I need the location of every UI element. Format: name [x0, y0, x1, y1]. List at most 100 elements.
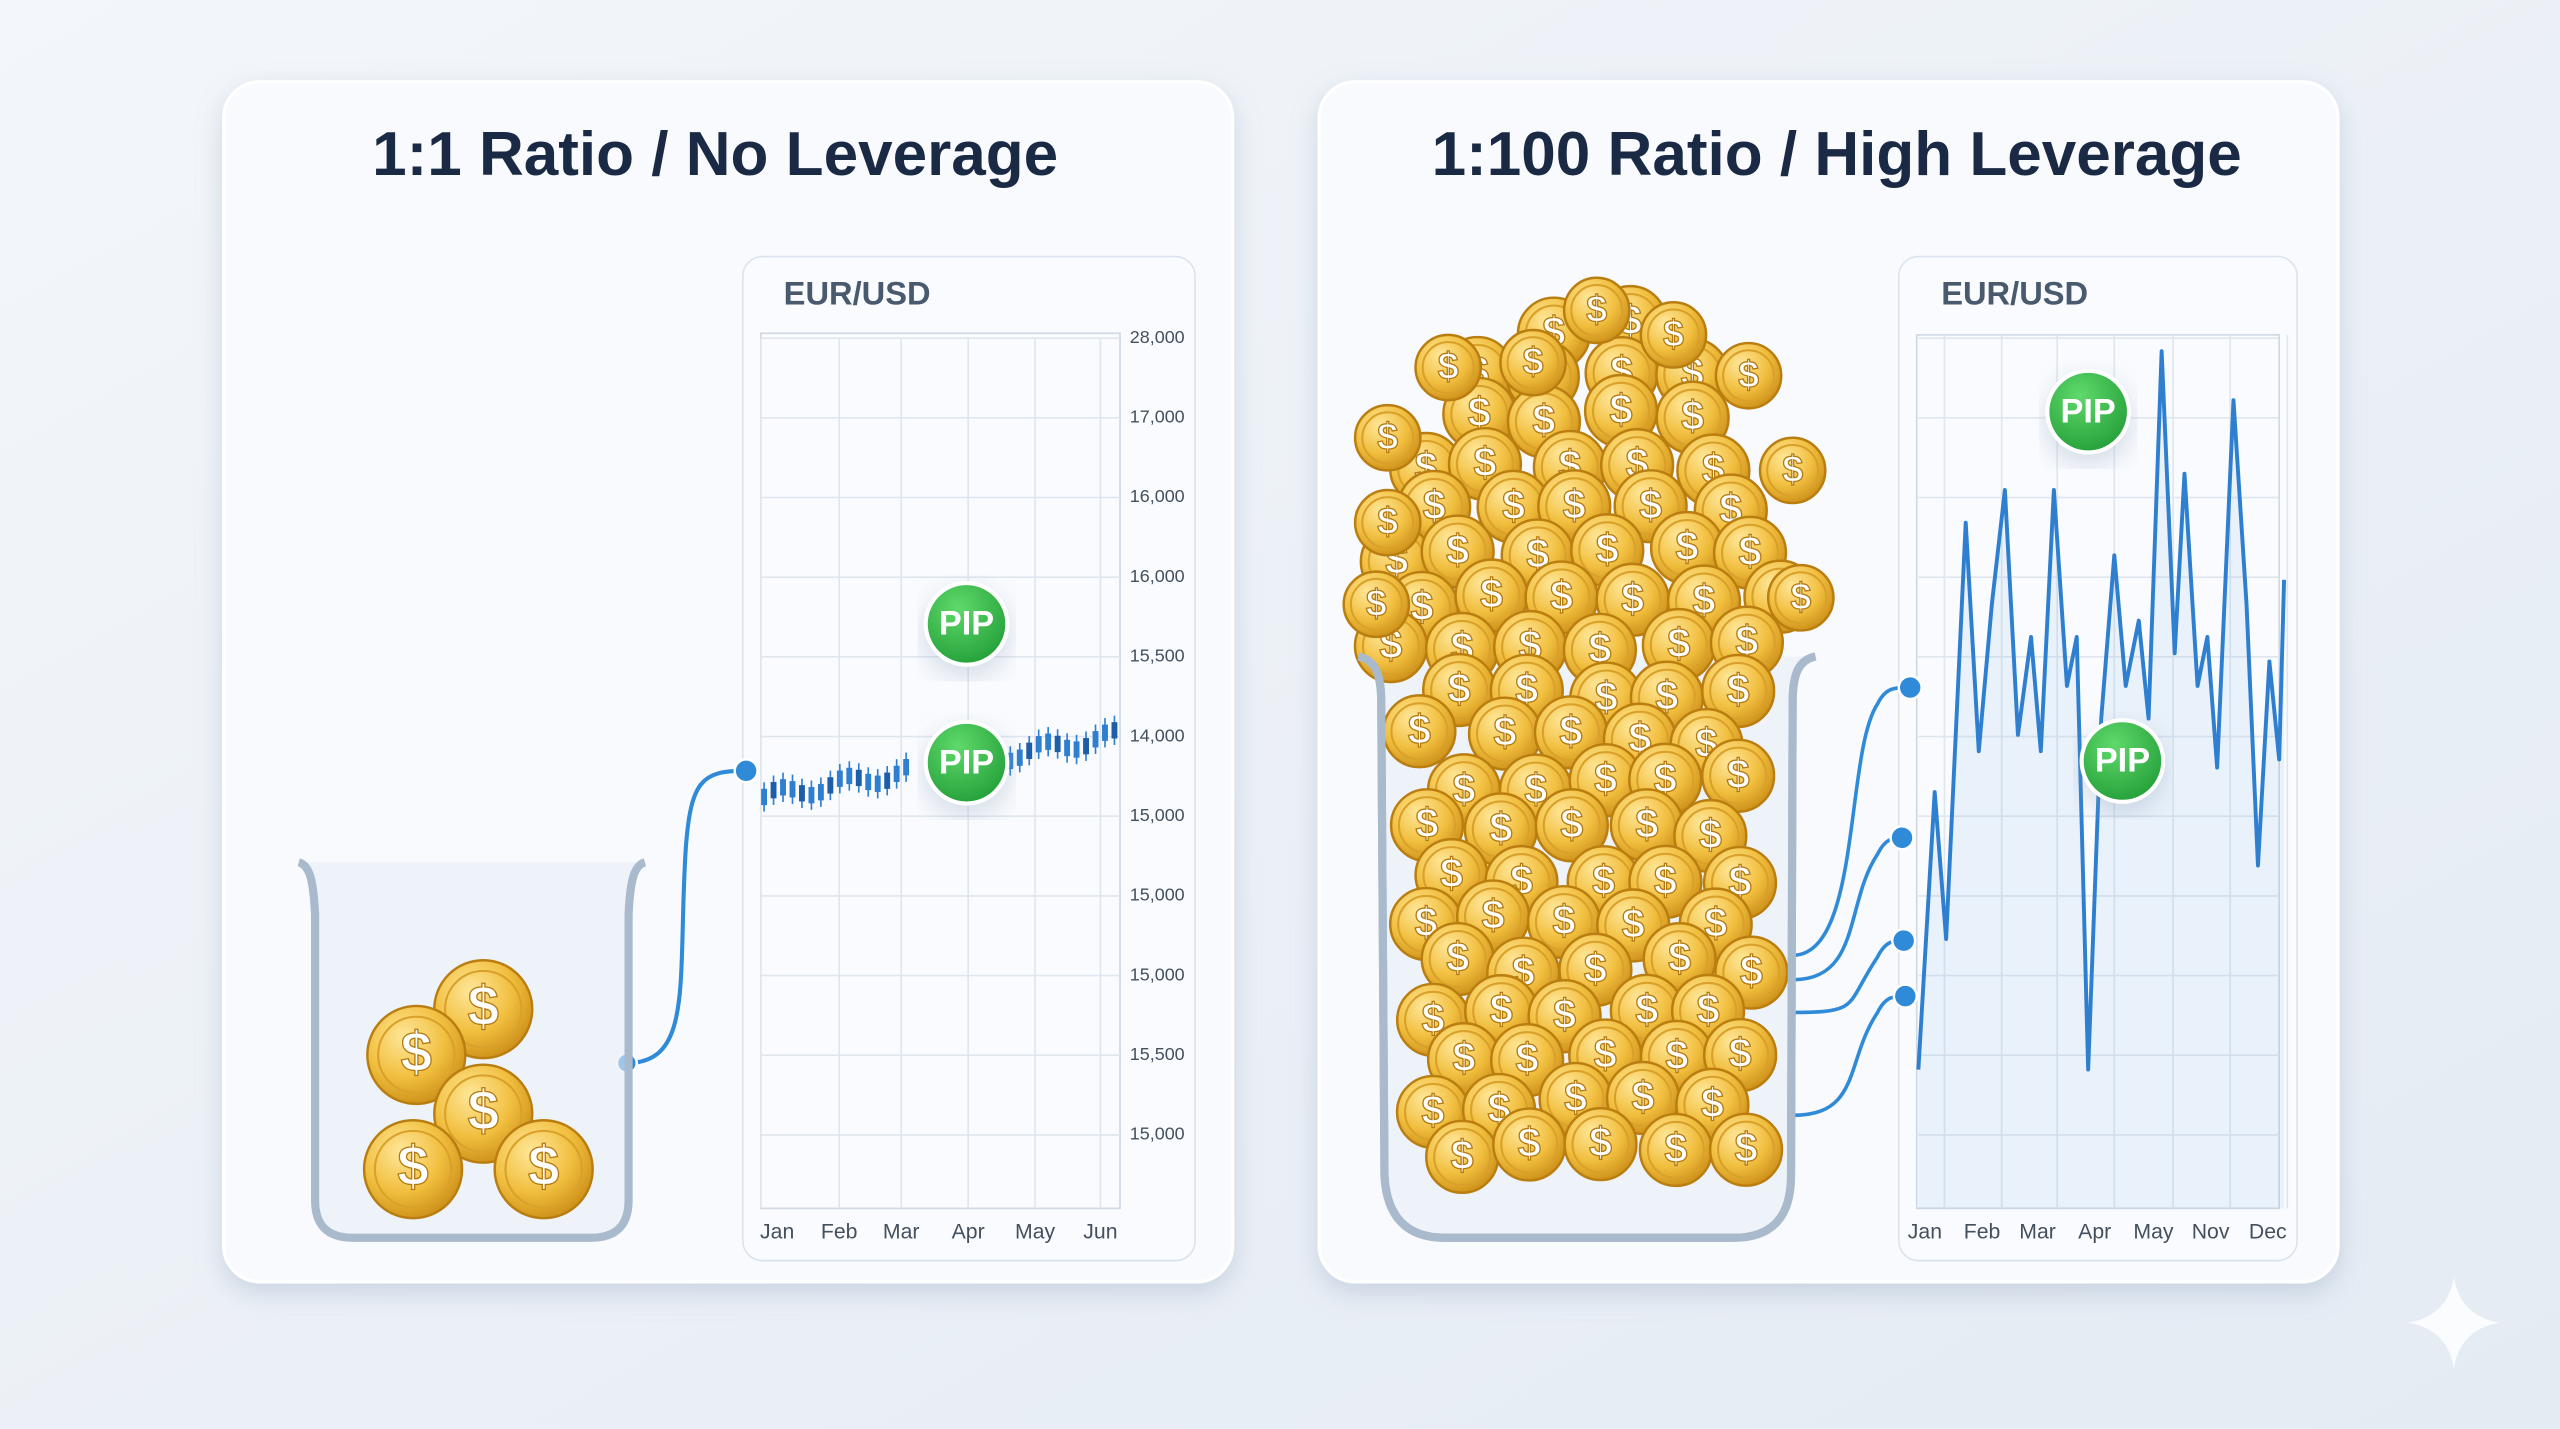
coin-symbol: $ [1668, 935, 1691, 981]
coin-symbol: $ [1560, 801, 1583, 847]
coin-symbol: $ [1438, 345, 1459, 387]
volatility-line [1916, 349, 2287, 1072]
pip-badge [923, 581, 1010, 667]
coin-symbol: $ [1727, 751, 1750, 797]
coin: $ [1562, 276, 1631, 345]
connector [1792, 994, 1906, 1118]
coin: $ [366, 1004, 467, 1106]
coin-symbol: $ [1727, 666, 1750, 712]
candle-body [817, 784, 824, 801]
coin: $ [1639, 301, 1708, 369]
coin-symbol: $ [1446, 527, 1469, 573]
coin: $ [1766, 563, 1835, 632]
x-tick-label: Jan [760, 1220, 794, 1243]
coin-symbol: $ [1740, 948, 1763, 994]
chart-label: EUR/USD [1941, 274, 2088, 311]
coin-face [1563, 1107, 1638, 1182]
candle-body [855, 769, 862, 787]
coin-rim [1464, 887, 1523, 946]
coin-face [1414, 333, 1483, 402]
coin-rim [1604, 896, 1663, 955]
coin-rim [1421, 341, 1475, 395]
coin-symbol: $ [1422, 1087, 1445, 1133]
coin-symbol: $ [1518, 1120, 1541, 1166]
coin-rim [1475, 704, 1535, 763]
y-tick-label: 15,000 [1130, 885, 1185, 905]
coin: $ [1382, 694, 1457, 769]
connector-dot [1889, 825, 1915, 851]
coin-face [493, 1118, 594, 1220]
candle-body [1007, 752, 1014, 770]
x-tick-label: Jun [1083, 1220, 1117, 1243]
coin-symbol: $ [1553, 898, 1576, 944]
candle-body [1045, 733, 1052, 750]
coin-rim [1646, 308, 1701, 362]
connector-dot [1892, 983, 1918, 1009]
coin: $ [1506, 384, 1582, 459]
coin-symbol: $ [397, 1135, 428, 1198]
coin-face [1708, 1112, 1784, 1187]
coin-face [1639, 301, 1708, 369]
coin-symbol: $ [1697, 986, 1720, 1032]
coin-symbol: $ [1516, 1036, 1539, 1082]
coin-rim [1570, 283, 1624, 337]
y-tick-label: 16,000 [1130, 566, 1185, 586]
coin-rim [1766, 443, 1820, 497]
coin-rim [1390, 702, 1449, 761]
coin-face [1353, 488, 1422, 557]
coin-rim [1428, 522, 1487, 581]
coin-rim [1722, 943, 1781, 1002]
coin: $ [1425, 1119, 1500, 1195]
coin-symbol: $ [1592, 858, 1615, 904]
coin-rim [1709, 661, 1768, 721]
coin-symbol: $ [1523, 340, 1544, 382]
candle-body [1102, 724, 1108, 741]
coin-symbol: $ [1589, 1120, 1612, 1166]
coin-rim [1349, 577, 1403, 631]
coin-rim [1571, 1115, 1630, 1174]
coin-symbol: $ [528, 1135, 559, 1198]
coin-symbol: $ [1676, 524, 1699, 570]
coin-symbol: $ [1701, 1080, 1724, 1126]
coin-rim [1722, 349, 1776, 403]
coin: $ [1420, 921, 1495, 997]
coin-symbol: $ [1451, 1132, 1474, 1178]
coin-rim [1532, 568, 1591, 627]
coin: $ [1605, 1060, 1681, 1136]
coin-symbol: $ [1735, 1125, 1758, 1171]
sparkle [2408, 1276, 2500, 1369]
pip-badge-label: PIP [2095, 742, 2150, 780]
panel-title: 1:100 Ratio / High Leverage [1432, 120, 2242, 189]
coin-symbol: $ [1665, 1032, 1688, 1078]
coin-symbol: $ [1635, 801, 1658, 847]
candle-body [903, 759, 910, 776]
coin-face [366, 1004, 467, 1106]
coin-symbol: $ [1473, 440, 1496, 486]
y-tick-label: 14,000 [1130, 725, 1185, 745]
y-tick-label: 15,500 [1130, 646, 1185, 666]
coin: $ [1414, 333, 1483, 402]
coin: $ [1714, 341, 1783, 410]
coin-face [1766, 563, 1835, 632]
coin-rim [1542, 796, 1601, 855]
coin-symbol: $ [1790, 575, 1811, 617]
coin-face [1342, 570, 1411, 639]
candle-body [761, 788, 768, 806]
coin-symbol: $ [1729, 1031, 1752, 1077]
coin: $ [1492, 1107, 1567, 1182]
coin-symbol: $ [1415, 801, 1438, 847]
coin-symbol: $ [1559, 708, 1582, 754]
pip-badge-label: PIP [939, 605, 994, 643]
candle-body [874, 775, 881, 792]
coin-symbol: $ [1639, 482, 1662, 528]
pip-badge [2079, 718, 2166, 804]
pip-badge [2045, 368, 2132, 455]
coin-symbol: $ [401, 1020, 432, 1083]
coin-rim [377, 1015, 456, 1095]
candle-body [1016, 749, 1023, 766]
coin: $ [362, 1118, 464, 1220]
coin-face [1758, 436, 1827, 505]
x-tick-label: Feb [1964, 1220, 2001, 1243]
x-tick-label: Jan [1908, 1220, 1942, 1243]
